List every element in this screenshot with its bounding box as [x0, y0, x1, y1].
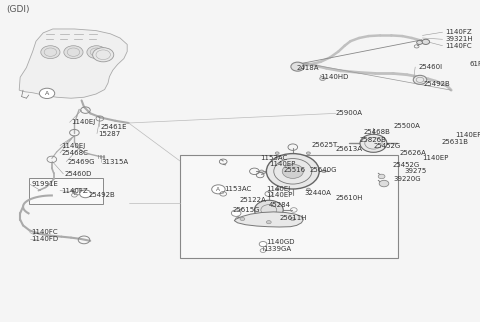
Text: 25611H: 25611H	[279, 215, 307, 221]
Circle shape	[266, 154, 319, 189]
Text: 1140FD: 1140FD	[31, 236, 59, 242]
Text: 1140FC: 1140FC	[445, 43, 472, 49]
Text: 25461E: 25461E	[101, 124, 127, 129]
Text: 25460D: 25460D	[65, 171, 92, 177]
Text: 25468C: 25468C	[61, 150, 88, 156]
FancyBboxPatch shape	[180, 155, 398, 258]
Text: 25516: 25516	[283, 167, 305, 173]
Text: 25631B: 25631B	[442, 139, 468, 145]
Text: 1339GA: 1339GA	[263, 246, 291, 251]
Text: 1140EJ: 1140EJ	[61, 143, 86, 148]
Circle shape	[306, 152, 310, 155]
Circle shape	[39, 88, 55, 99]
Text: 2418A: 2418A	[297, 65, 319, 71]
Text: 31315A: 31315A	[102, 159, 129, 165]
Text: 25626A: 25626A	[399, 150, 426, 156]
Circle shape	[266, 221, 271, 224]
Text: 91991E: 91991E	[31, 181, 58, 187]
Text: 39321H: 39321H	[445, 36, 473, 42]
Text: 25469G: 25469G	[67, 159, 95, 165]
Text: 25615G: 25615G	[233, 207, 260, 213]
Circle shape	[320, 77, 325, 80]
Circle shape	[260, 170, 264, 173]
Text: 25625T: 25625T	[311, 142, 337, 148]
Text: 45284: 45284	[269, 203, 291, 208]
Text: 39275: 39275	[404, 168, 426, 174]
Text: 1140EJ: 1140EJ	[266, 186, 290, 192]
Text: 1140HD: 1140HD	[321, 74, 349, 80]
Circle shape	[275, 152, 279, 155]
Circle shape	[291, 62, 304, 71]
Circle shape	[290, 217, 295, 221]
Circle shape	[212, 185, 225, 194]
Text: A: A	[216, 187, 220, 192]
Circle shape	[254, 200, 283, 220]
Circle shape	[41, 46, 60, 59]
Text: 25900A: 25900A	[336, 110, 363, 116]
Text: 25610H: 25610H	[336, 195, 363, 201]
Circle shape	[306, 188, 310, 191]
Circle shape	[417, 41, 422, 44]
Text: 1140GD: 1140GD	[266, 239, 295, 245]
Text: (GDI): (GDI)	[6, 5, 29, 14]
Text: 32440A: 32440A	[305, 190, 332, 196]
Text: 25640G: 25640G	[310, 167, 337, 173]
Circle shape	[360, 134, 387, 152]
Circle shape	[413, 75, 427, 84]
Polygon shape	[234, 212, 303, 227]
Text: 15287: 15287	[98, 131, 120, 137]
Text: 25826B: 25826B	[360, 137, 387, 143]
Circle shape	[322, 170, 326, 173]
Text: 25613A: 25613A	[336, 146, 363, 152]
Text: 1140FC: 1140FC	[31, 230, 58, 235]
Circle shape	[240, 217, 245, 221]
Text: 25468B: 25468B	[364, 129, 391, 135]
Circle shape	[422, 39, 430, 44]
Text: 25122A: 25122A	[239, 197, 266, 203]
Text: 1140EJ: 1140EJ	[71, 119, 96, 125]
Text: 1153AC: 1153AC	[225, 186, 252, 192]
Circle shape	[80, 190, 91, 198]
Text: A: A	[45, 91, 49, 96]
Text: 1140FZ: 1140FZ	[445, 29, 472, 35]
Circle shape	[379, 180, 389, 187]
Text: 1140EP: 1140EP	[422, 155, 449, 161]
Text: 39220G: 39220G	[394, 176, 421, 182]
Text: 25460I: 25460I	[419, 64, 443, 70]
Text: 1140EP: 1140EP	[455, 132, 480, 138]
Text: 1153AC: 1153AC	[261, 155, 288, 161]
Circle shape	[378, 174, 385, 179]
Text: 25452G: 25452G	[373, 143, 401, 148]
Circle shape	[231, 210, 241, 216]
Circle shape	[282, 164, 303, 178]
Text: 25492B: 25492B	[423, 81, 450, 87]
Text: 25500A: 25500A	[394, 123, 420, 128]
Polygon shape	[19, 29, 127, 98]
Text: 25452G: 25452G	[393, 162, 420, 168]
Text: 1140FZ: 1140FZ	[61, 188, 88, 194]
Text: 1140EP: 1140EP	[269, 161, 295, 167]
Text: 61R1B: 61R1B	[469, 62, 480, 67]
Circle shape	[87, 46, 106, 59]
FancyBboxPatch shape	[29, 178, 103, 204]
Circle shape	[259, 242, 267, 247]
Text: 1140EP: 1140EP	[266, 192, 292, 198]
Text: 25492B: 25492B	[89, 193, 116, 198]
Circle shape	[93, 48, 114, 62]
Circle shape	[275, 188, 279, 191]
Circle shape	[64, 46, 83, 59]
